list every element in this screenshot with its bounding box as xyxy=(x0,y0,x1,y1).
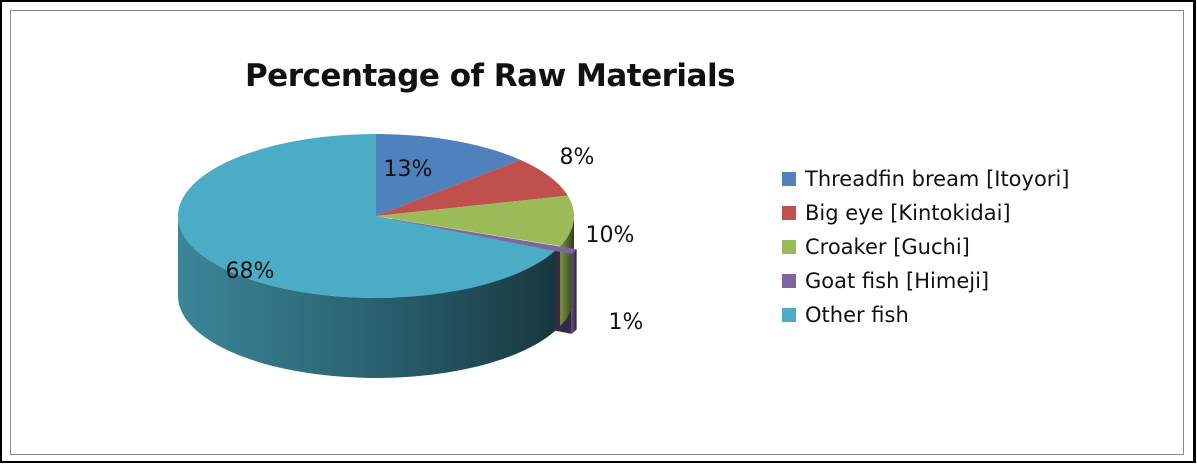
legend-label: Big eye [Kintokidai] xyxy=(805,201,1011,225)
chart-area xyxy=(10,10,1184,455)
data-label-0: 13% xyxy=(384,157,433,182)
legend-label: Goat fish [Himeji] xyxy=(805,269,990,293)
legend-swatch xyxy=(782,274,796,288)
legend-swatch xyxy=(782,172,796,186)
legend-item-4: Other fish xyxy=(782,298,1069,332)
legend-swatch xyxy=(782,240,796,254)
data-label-1: 8% xyxy=(560,145,595,170)
legend-label: Croaker [Guchi] xyxy=(805,235,970,259)
legend-item-0: Threadfin bream [Itoyori] xyxy=(782,162,1069,196)
data-label-4: 68% xyxy=(226,259,275,284)
pie-slice-1 xyxy=(376,159,568,216)
chart-legend: Threadfin bream [Itoyori] Big eye [Kintok… xyxy=(782,162,1069,332)
legend-swatch xyxy=(782,308,796,322)
legend-swatch xyxy=(782,206,796,220)
pie-slice-4 xyxy=(177,134,556,298)
pie-slice-0 xyxy=(376,134,521,216)
data-label-2: 10% xyxy=(586,223,635,248)
legend-label: Other fish xyxy=(805,303,909,327)
pie-slice-3 xyxy=(392,219,577,254)
pie-side-3 xyxy=(571,249,577,334)
data-label-3: 1% xyxy=(609,310,644,335)
legend-item-2: Croaker [Guchi] xyxy=(782,230,1069,264)
pie-slice-2 xyxy=(376,195,574,247)
legend-item-1: Big eye [Kintokidai] xyxy=(782,196,1069,230)
legend-label: Threadfin bream [Itoyori] xyxy=(805,167,1070,191)
pie-side-2 xyxy=(560,216,574,327)
chart-title: Percentage of Raw Materials xyxy=(244,58,736,94)
pie-side-4 xyxy=(178,216,556,378)
legend-item-3: Goat fish [Himeji] xyxy=(782,264,1069,298)
